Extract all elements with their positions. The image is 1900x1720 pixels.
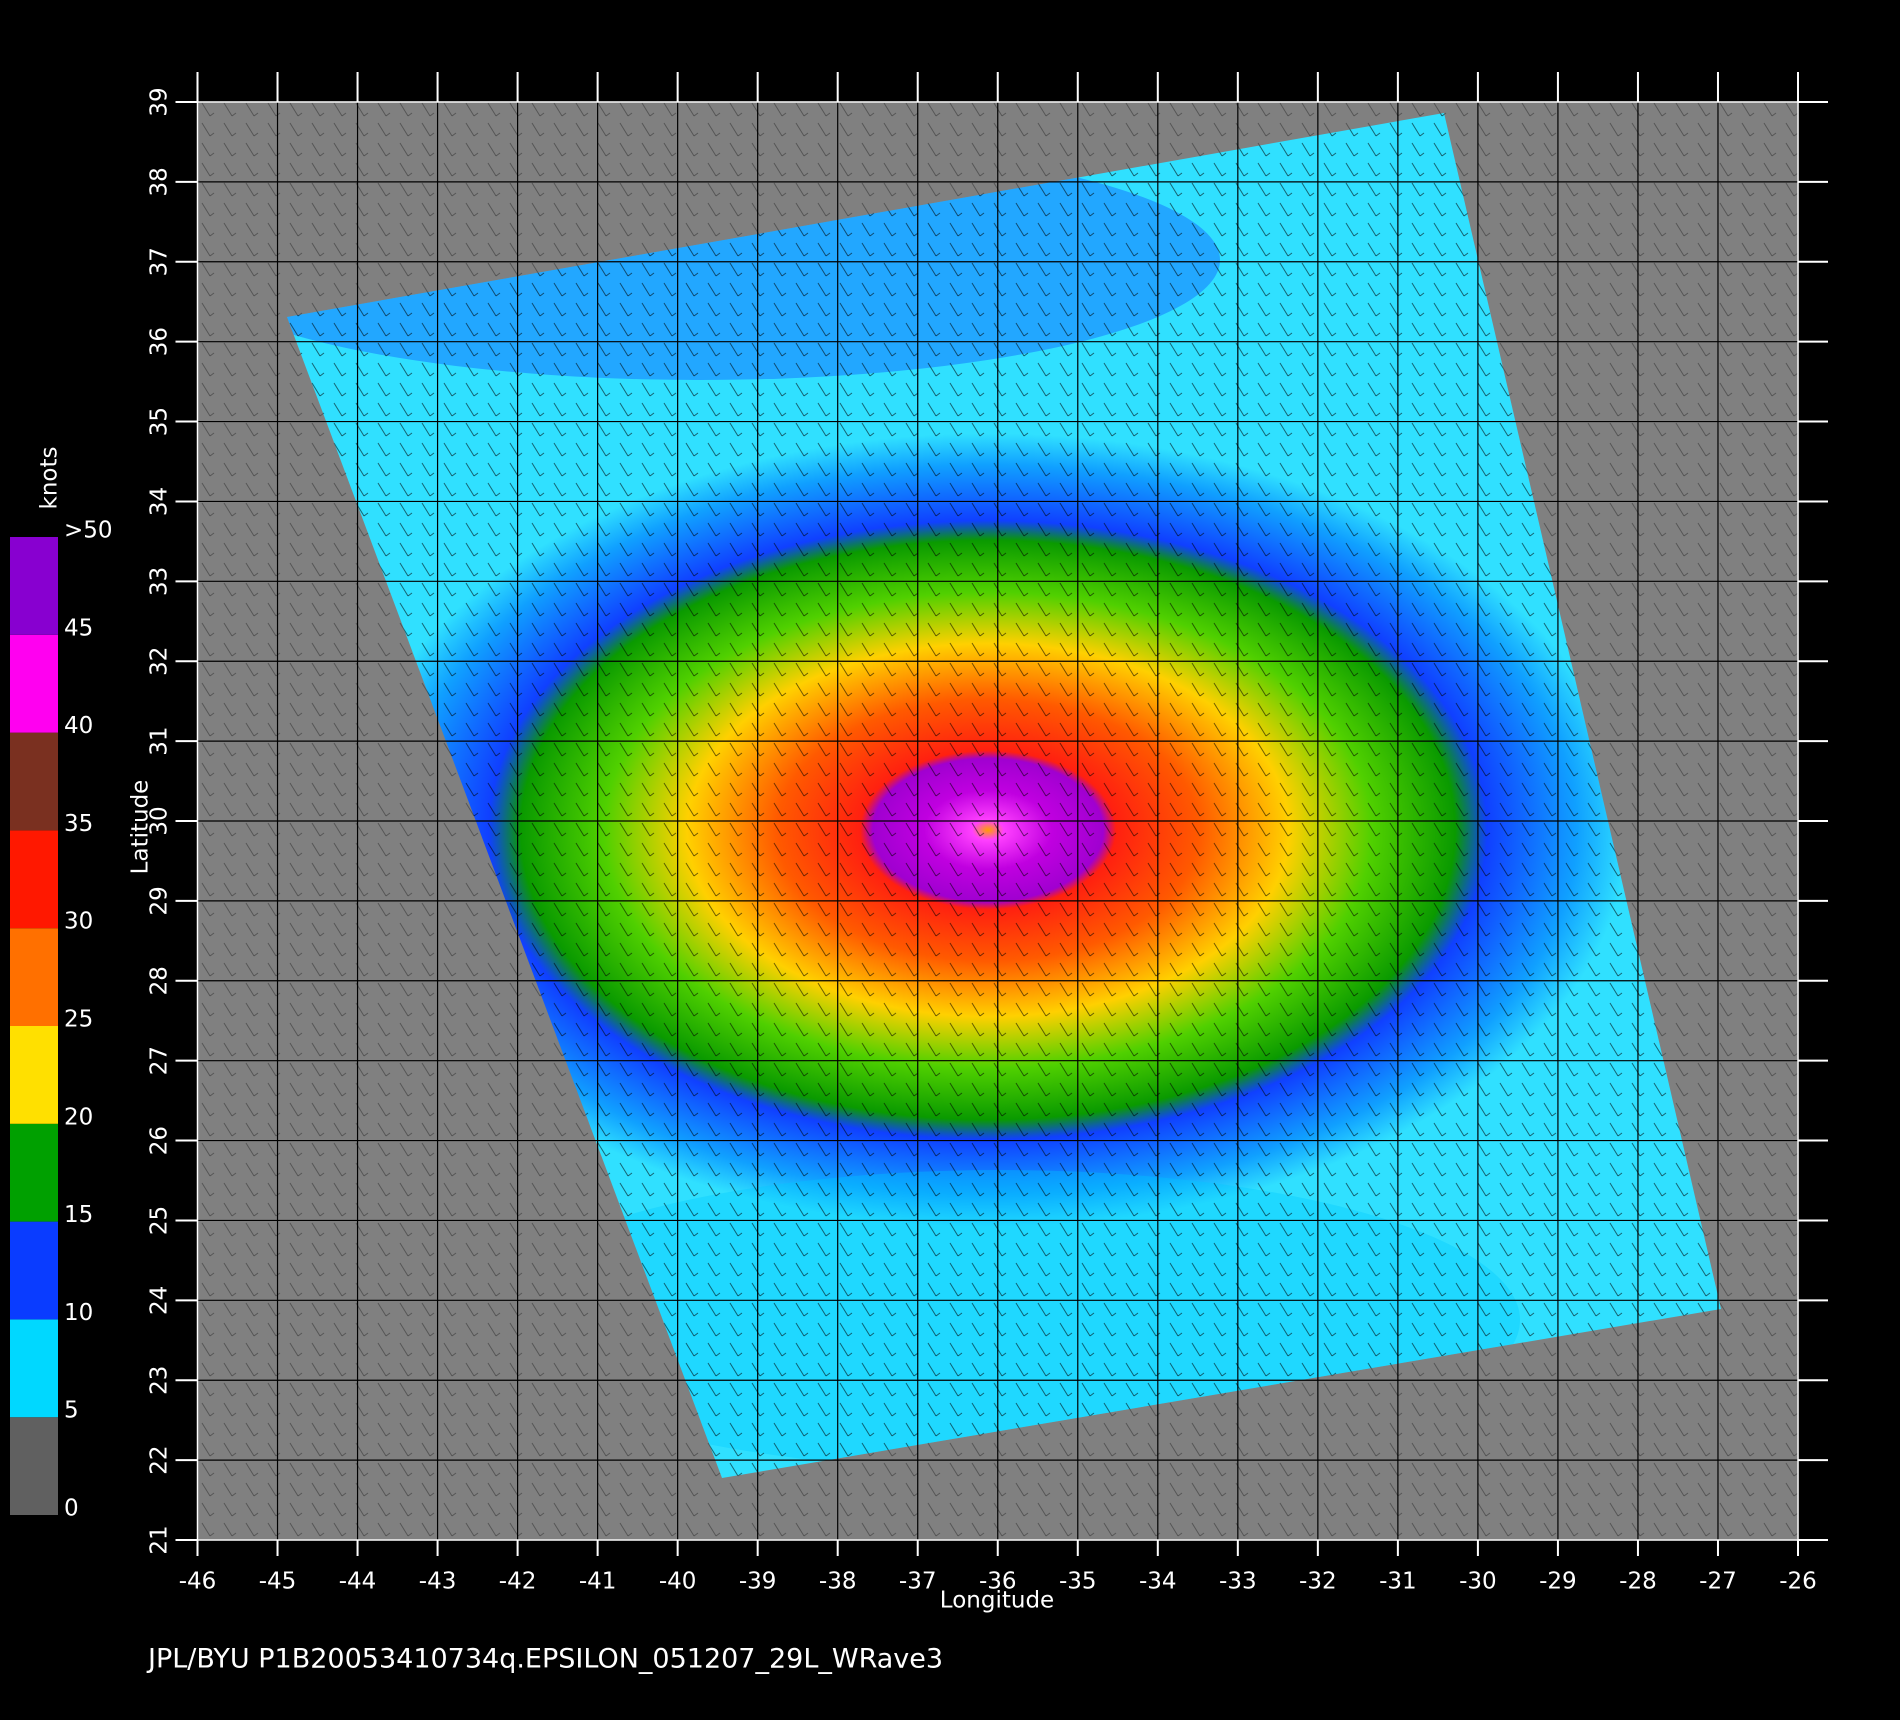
y-tick-label: 34	[147, 487, 173, 516]
y-axis-label: Latitude	[128, 780, 154, 875]
x-tick-label: -39	[739, 1569, 777, 1595]
x-tick-label: -30	[1459, 1569, 1497, 1595]
footer: JPL/BYU P1B20053410734q.EPSILON_051207_2…	[146, 1644, 943, 1675]
x-tick-label: -27	[1699, 1569, 1737, 1595]
y-tick-label: 35	[147, 407, 173, 436]
x-tick-label: -43	[419, 1569, 457, 1595]
y-tick-label: 25	[147, 1206, 173, 1235]
x-tick-label: -44	[339, 1569, 377, 1595]
colorbar-label: knots	[37, 447, 63, 510]
x-tick-label: -33	[1219, 1569, 1257, 1595]
x-tick-label: -38	[819, 1569, 857, 1595]
y-tick-label: 21	[147, 1525, 173, 1554]
y-tick-label: 26	[147, 1126, 173, 1155]
y-tick-label: 22	[147, 1445, 173, 1474]
colorbar-segment	[10, 1319, 58, 1418]
colorbar-tick-label: 35	[64, 811, 93, 837]
y-tick-label: 38	[147, 167, 173, 196]
y-tick-label: 30	[147, 806, 173, 835]
colorbar-segment	[10, 1417, 58, 1515]
x-tick-label: -37	[899, 1569, 937, 1595]
x-tick-label: -32	[1299, 1569, 1337, 1595]
x-tick-label: -28	[1619, 1569, 1657, 1595]
colorbar-tick-label: 45	[64, 615, 93, 641]
y-tick-label: 32	[147, 647, 173, 676]
y-tick-label: 39	[147, 87, 173, 116]
colorbar-tick-label: 10	[64, 1300, 93, 1326]
colorbar-tick-label: 15	[64, 1202, 93, 1228]
x-tick-label: -45	[259, 1569, 297, 1595]
y-tick-label: 28	[147, 966, 173, 995]
x-tick-label: -34	[1139, 1569, 1177, 1595]
y-tick-label: 23	[147, 1366, 173, 1395]
colorbar-tick-label: 0	[64, 1496, 79, 1522]
x-tick-label: -46	[179, 1569, 217, 1595]
y-tick-label: 33	[147, 567, 173, 596]
colorbar-segment	[10, 1221, 58, 1320]
colorbar-segment	[10, 732, 58, 831]
plot-area	[196, 101, 1799, 1541]
colorbar-tick-label: 5	[64, 1398, 79, 1424]
x-axis-label: Longitude	[940, 1588, 1054, 1614]
x-tick-label: -29	[1539, 1569, 1577, 1595]
colorbar-tick-label: 40	[64, 713, 93, 739]
x-tick-label: -26	[1779, 1569, 1817, 1595]
colorbar-segment	[10, 928, 58, 1026]
colorbar-tick-label: 20	[64, 1104, 93, 1130]
x-tick-label: -42	[499, 1569, 537, 1595]
colorbar-tick-label: >50	[64, 518, 113, 544]
x-tick-label: -40	[659, 1569, 697, 1595]
y-tick-label: 37	[147, 247, 173, 276]
colorbar-tick-label: 30	[64, 909, 93, 935]
x-tick-label: -41	[579, 1569, 617, 1595]
y-tick-label: 31	[147, 726, 173, 755]
x-tick-label: -35	[1059, 1569, 1097, 1595]
y-tick-label: 24	[147, 1286, 173, 1315]
colorbar-segment	[10, 634, 58, 733]
y-tick-label: 36	[147, 327, 173, 356]
y-tick-label: 29	[147, 886, 173, 915]
colorbar-segment	[10, 1123, 58, 1222]
colorbar-tick-label: 25	[64, 1007, 93, 1033]
y-tick-label: 27	[147, 1046, 173, 1075]
x-tick-label: -31	[1379, 1569, 1417, 1595]
x-tick-label: -36	[979, 1569, 1017, 1595]
colorbar-segment	[10, 830, 58, 929]
colorbar-segment	[10, 1026, 58, 1124]
colorbar-segment	[10, 537, 58, 635]
